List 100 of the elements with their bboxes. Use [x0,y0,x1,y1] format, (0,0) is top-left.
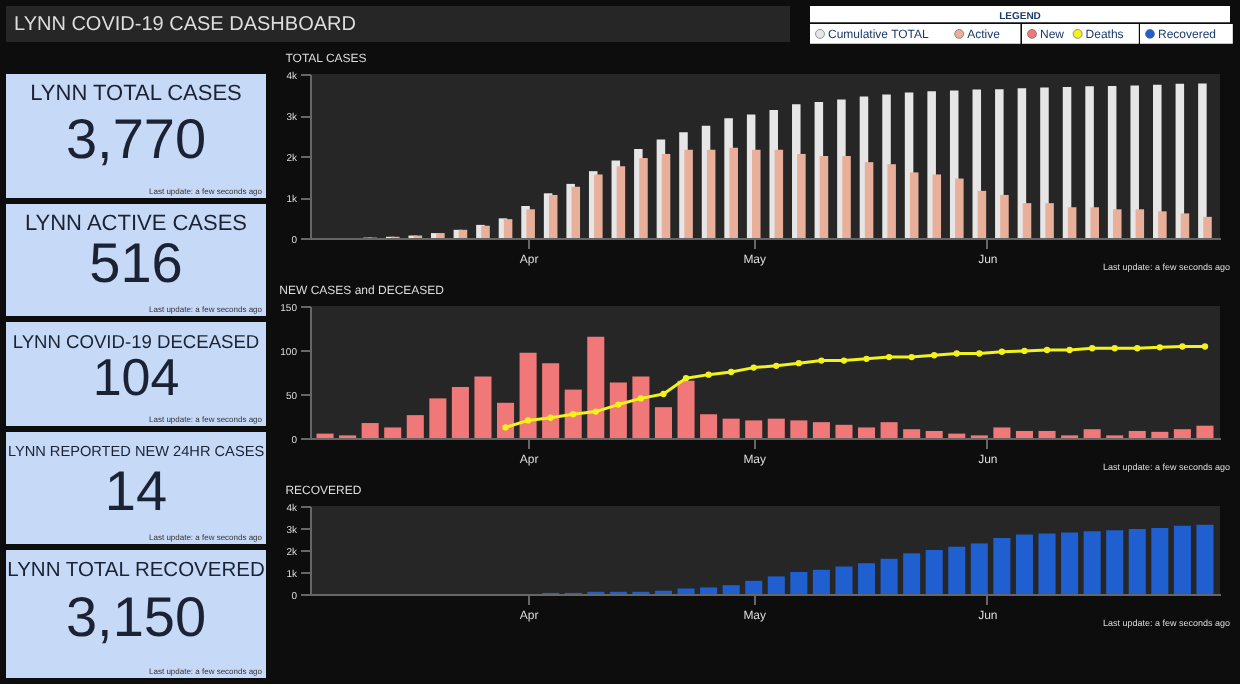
bar [474,376,492,438]
bar [722,585,740,594]
point [1156,344,1163,351]
bar [1061,532,1079,594]
bar [384,427,402,438]
bar [903,429,921,438]
bar [1173,525,1191,594]
bar [542,363,560,438]
bar [1196,425,1214,438]
point [524,417,532,424]
bar [481,225,490,238]
text: LYNN COVID-19 CASE DASHBOARD [14,14,356,36]
bar [616,166,626,238]
point [773,362,780,369]
bar [925,430,943,438]
point [660,390,667,398]
bar [571,186,581,238]
bar [1203,216,1212,238]
bar [1000,194,1009,238]
point [615,401,622,408]
bar [519,352,537,438]
bar [1038,533,1056,594]
bar [564,389,582,438]
bar [858,563,876,594]
bar [406,415,424,438]
point [592,408,599,415]
bar [903,553,921,594]
point [750,364,757,371]
bar [1083,429,1101,438]
point [1134,345,1141,352]
bar [700,414,718,438]
bar [858,427,876,438]
point [682,375,690,382]
point [728,368,735,376]
point [1179,343,1186,350]
point [908,353,915,361]
bar [1158,211,1167,238]
data-label: 516 [89,231,183,294]
bar [1038,430,1056,438]
bar [835,566,853,594]
point [705,371,712,378]
point [998,348,1006,355]
point [885,353,893,361]
bar [767,418,785,438]
bar [1198,83,1207,238]
bar [1135,209,1145,238]
bar [1196,524,1214,594]
bar [1180,213,1190,238]
bar [1151,528,1169,594]
bar [880,422,898,438]
data-label: 3,770 [65,108,207,171]
bar [451,386,469,438]
bar [842,156,851,238]
bar [977,190,987,238]
bar [774,149,784,238]
point [840,357,848,364]
data-label: 104 [92,347,180,408]
point [1111,345,1118,352]
bar [677,380,695,438]
bar [948,546,966,594]
point [795,360,802,367]
point [1088,345,1096,352]
bar [932,174,942,238]
point [570,411,577,418]
bar [706,149,716,238]
data-label: 14 [104,459,168,522]
bar [925,550,943,594]
point [502,424,509,431]
bar [745,580,763,594]
bar [458,229,468,238]
bar [812,569,830,594]
bar [812,422,830,438]
bar [790,420,808,438]
bar [361,423,379,438]
bar [677,588,695,594]
point [1021,347,1028,355]
bar [797,153,806,238]
bar [909,172,919,238]
bar [767,576,785,594]
bar [1022,203,1032,238]
bar [1090,207,1099,238]
text: LYNN TOTAL CASES [30,82,242,106]
bar [1151,431,1169,438]
bar [1067,207,1077,238]
point [953,350,960,357]
bar [993,427,1011,438]
point [931,352,938,359]
bar [594,174,603,238]
bar [503,219,513,238]
bar [609,382,627,438]
bar [1083,531,1101,594]
bar [661,153,671,238]
point [976,350,983,357]
bar [1128,430,1146,438]
bar [970,543,988,594]
point [637,395,645,402]
bar [1085,86,1094,238]
point [818,357,825,364]
text: LYNN COVID-19 DECEASED [12,332,260,352]
bar [497,402,515,438]
